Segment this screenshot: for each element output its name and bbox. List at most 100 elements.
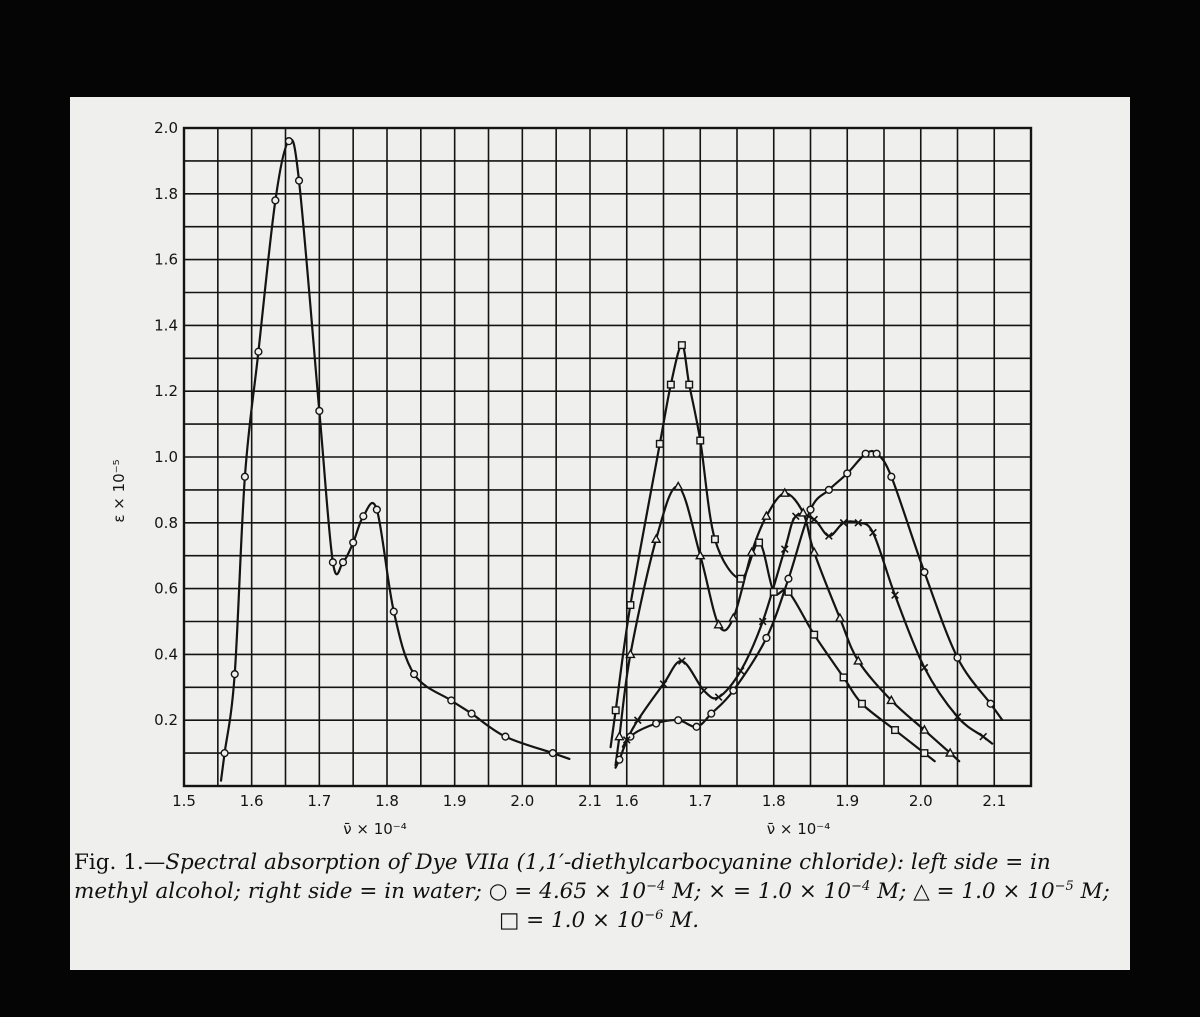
data-point-right-circle [920,568,929,577]
x-tick-label-right: 1.8 [762,792,786,810]
data-point-left-circle [284,137,293,146]
data-point-right-square [685,380,694,389]
x-tick-label-right: 1.6 [615,792,639,810]
data-point-right-triangle [779,487,790,497]
data-point-right-triangle [713,619,724,629]
data-point-right-square [677,341,686,350]
x-axis-label-right: ν̄ × 10⁻⁴ [767,820,831,838]
data-point-right-x [780,545,789,553]
data-point-right-x [891,591,899,600]
data-point-right-x [633,716,642,725]
data-point-right-triangle [746,546,757,557]
data-point-right-circle [615,755,624,764]
x-tick-label-left: 1.5 [172,792,196,810]
data-point-left-circle [409,670,419,679]
data-point-right-circle [674,716,683,725]
data-point-right-triangle [808,546,820,557]
data-point-left-circle [294,176,304,185]
data-point-right-x [714,693,723,702]
data-point-left-circle [359,512,368,521]
data-point-left-circle [501,732,510,741]
caption-segment: −6 [644,908,664,923]
data-point-right-square [857,699,866,708]
data-point-right-square [769,587,778,596]
y-tick-label: 0.8 [154,514,178,532]
caption-line-1: Fig. 1.—Spectral absorption of Dye VIIa … [74,848,1124,877]
data-point-right-square [611,706,620,715]
data-point-right-triangle [761,510,772,520]
caption-segment: M; × = 1.0 × 10 [665,879,852,904]
data-point-right-square [891,726,900,735]
plot-border [182,126,1033,788]
data-point-right-circle [824,485,833,495]
caption-segment: M; △ = 1.0 × 10 [870,879,1055,904]
data-point-right-circle [806,505,815,514]
data-point-left-circle [240,472,250,481]
data-point-right-x [700,686,708,695]
series-line-left-circle [219,138,571,782]
data-point-right-circle [707,709,716,718]
data-point-right-x [791,512,800,521]
data-point-right-square [784,587,793,596]
tick-labels: 1.5 1.6 1.7 1.8 1.9 2.0 2.1 1.6 1.7 1.8 1.9 2.0 2.1 0… [154,119,1006,810]
data-point-right-square [839,673,848,682]
caption-segment: M. [663,908,700,933]
data-point-right-circle [953,653,962,662]
x-tick-label-right: 2.0 [909,792,933,810]
series-curves [219,138,1004,782]
data-point-right-triangle [625,648,636,659]
y-tick-label: 0.4 [154,645,178,663]
y-tick-label: 2.0 [154,119,178,137]
data-point-right-x [920,663,929,672]
series-line-right-square [609,344,936,763]
data-point-left-circle [467,709,476,718]
axis-labels: ν̄ × 10⁻⁴ ν̄ × 10⁻⁴ ε × 10⁻⁵ [110,459,830,838]
x-tick-label-right: 1.7 [688,792,712,810]
data-point-left-circle [372,505,381,514]
y-tick-label: 1.2 [154,382,178,400]
data-point-left-circle [447,696,456,705]
data-point-left-circle [328,558,337,567]
data-point-right-x [678,657,686,665]
data-point-right-circle [986,699,995,708]
caption-segment: −5 [1054,879,1074,894]
x-tick-label-left: 2.1 [578,792,602,810]
y-tick-label: 1.8 [154,185,178,203]
data-point-right-circle [729,686,738,695]
data-point-right-x [869,528,877,537]
data-point-right-triangle [650,533,662,543]
data-point-left-circle [220,748,229,758]
caption-segment: −4 [851,879,871,894]
data-point-right-circle [784,574,793,583]
x-tick-label-right: 1.9 [835,792,859,810]
x-tick-label-left: 2.0 [510,792,534,810]
data-point-right-circle [692,722,701,731]
y-tick-label: 0.6 [154,580,178,598]
data-point-right-x [758,617,767,626]
data-point-left-circle [315,406,324,416]
x-tick-label-left: 1.6 [240,792,264,810]
data-point-right-square [755,538,764,547]
data-point-right-x [622,736,631,744]
data-point-right-triangle [886,694,897,705]
y-tick-label: 1.4 [154,316,178,334]
caption-segment: □ = 1.0 × 10 [498,908,645,933]
data-point-right-triangle [797,507,809,517]
y-axis-label: ε × 10⁻⁵ [110,459,128,522]
data-point-left-circle [230,670,239,679]
plot-frame [182,126,1033,788]
data-point-right-square [626,601,635,610]
caption-line-2: methyl alcohol; right side = in water; ○… [74,877,1124,906]
data-point-right-circle [762,633,771,643]
grid [184,128,1031,786]
data-point-right-circle [861,449,870,458]
data-point-right-square [810,630,819,639]
data-point-right-x [825,532,833,540]
data-point-right-x [736,666,745,675]
figure-caption: Fig. 1.—Spectral absorption of Dye VIIa … [74,848,1124,935]
data-point-right-x [810,515,819,524]
data-point-right-x [953,713,962,721]
data-point-left-circle [548,748,557,758]
